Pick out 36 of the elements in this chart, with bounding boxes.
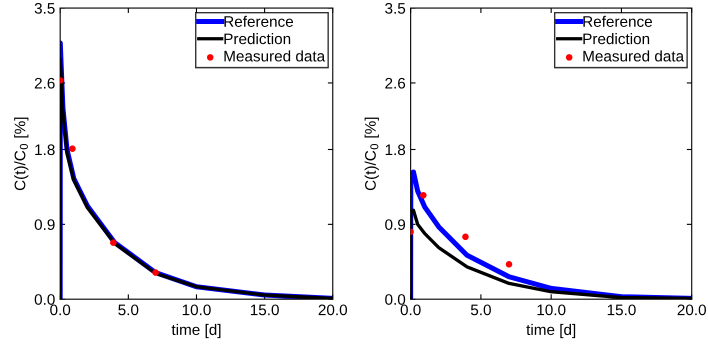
legend-label: Reference <box>583 16 652 27</box>
x-axis-title: time [d] <box>526 324 576 338</box>
x-tick-label: 0.0 <box>400 304 421 316</box>
x-tick-label: 20.0 <box>678 304 706 316</box>
y-tick-label: 0.9 <box>385 219 406 230</box>
x-axis-title: time [d] <box>172 324 220 338</box>
y-tick-label: 1.8 <box>386 144 406 156</box>
y-axis-title: C(t)/C$_{0}$ [%] <box>364 118 379 190</box>
legend-label: Measured data <box>583 50 684 62</box>
y-tick-label: 3.5 <box>34 2 55 14</box>
legend-label: Prediction <box>583 33 650 44</box>
legend-label: Reference <box>224 16 294 27</box>
point <box>462 234 469 240</box>
y-tick-label: 0.0 <box>34 294 55 305</box>
point <box>110 239 117 246</box>
point <box>420 192 427 199</box>
point <box>152 269 159 276</box>
x-tick-label: 10.0 <box>537 304 566 316</box>
y-tick-label: 3.5 <box>385 2 406 14</box>
x-tick-label: 0.0 <box>50 304 70 316</box>
x-tick-label: 5.0 <box>470 304 491 316</box>
x-tick-label: 10.0 <box>182 304 211 316</box>
x-tick-label: 5.0 <box>118 304 138 316</box>
y-tick-label: 0.9 <box>34 219 55 230</box>
point <box>506 260 512 268</box>
x-tick-label: 20.0 <box>318 304 348 316</box>
x-tick-label: 15.0 <box>250 304 279 316</box>
y-tick-label: 2.6 <box>385 78 406 89</box>
x-tick-label: 15.0 <box>608 304 636 316</box>
legend-label: Measured data <box>224 50 326 62</box>
y-tick-label: 0.0 <box>385 294 406 305</box>
point <box>69 145 76 152</box>
y-tick-label: 2.6 <box>34 78 55 89</box>
y-axis-title: C(t)/C$_{0}$ [%] <box>14 118 28 190</box>
y-tick-label: 1.8 <box>35 144 55 156</box>
legend-label: Prediction <box>224 33 290 44</box>
